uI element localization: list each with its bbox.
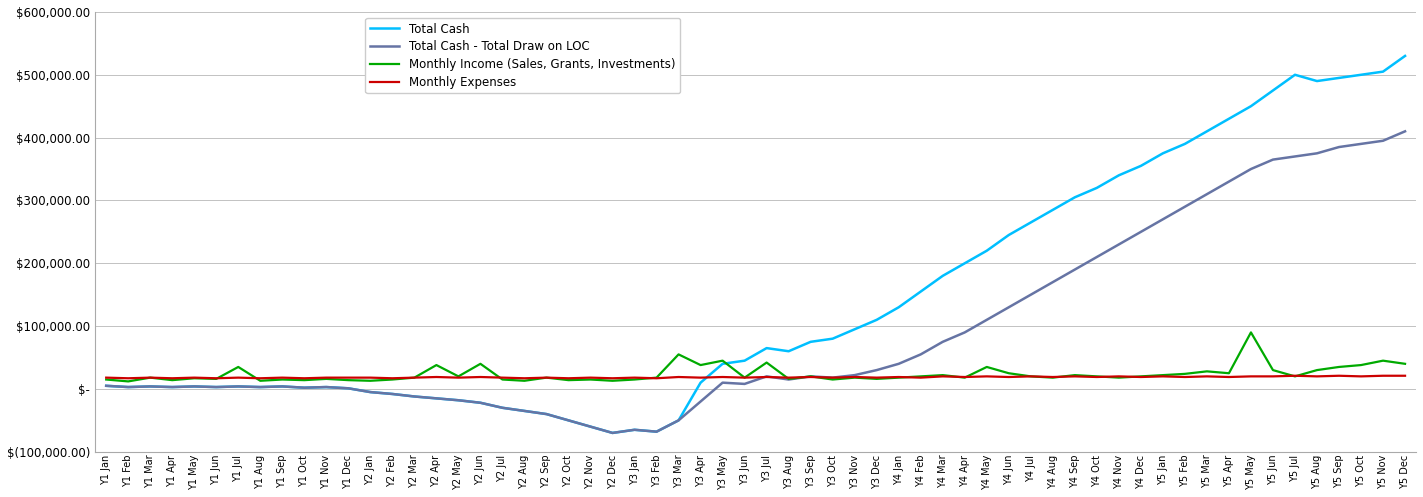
Monthly Expenses [450,375,467,381]
Legend: Total Cash, Total Cash - Total Draw on LOC, Monthly Income (Sales, Grants, Inves: Total Cash, Total Cash - Total Draw on L… [366,18,680,93]
Monthly Expenses [538,375,555,381]
Total Cash - Total Draw on LOC [317,384,334,390]
Total Cash - Total Draw on LOC [98,383,115,389]
Monthly Expenses [1286,373,1303,379]
Total Cash [317,384,334,390]
Monthly Expenses [935,373,952,379]
Total Cash [517,408,534,414]
Total Cash - Total Draw on LOC [472,400,490,406]
Monthly Income (Sales, Grants, Investments) [1396,361,1413,367]
Total Cash - Total Draw on LOC [935,339,952,345]
Monthly Income (Sales, Grants, Investments) [340,377,357,383]
Total Cash [428,396,445,402]
Line: Total Cash: Total Cash [107,56,1405,433]
Monthly Income (Sales, Grants, Investments) [98,377,115,383]
Line: Total Cash - Total Draw on LOC: Total Cash - Total Draw on LOC [107,131,1405,433]
Monthly Expenses [561,375,578,381]
Total Cash - Total Draw on LOC [603,430,620,436]
Monthly Income (Sales, Grants, Investments) [935,372,952,378]
Total Cash [538,411,555,417]
Monthly Income (Sales, Grants, Investments) [1242,330,1259,335]
Total Cash [1396,53,1413,59]
Total Cash - Total Draw on LOC [538,411,555,417]
Total Cash [472,400,490,406]
Monthly Expenses [120,375,137,381]
Monthly Expenses [98,375,115,381]
Monthly Income (Sales, Grants, Investments) [561,377,578,383]
Total Cash - Total Draw on LOC [428,396,445,402]
Total Cash - Total Draw on LOC [1396,128,1413,134]
Line: Monthly Expenses: Monthly Expenses [107,376,1405,378]
Monthly Income (Sales, Grants, Investments) [450,373,467,379]
Total Cash [98,383,115,389]
Monthly Expenses [340,375,357,381]
Monthly Income (Sales, Grants, Investments) [538,375,555,381]
Monthly Expenses [494,375,511,381]
Total Cash [603,430,620,436]
Total Cash [935,273,952,279]
Monthly Expenses [1396,373,1413,379]
Total Cash - Total Draw on LOC [517,408,534,414]
Monthly Income (Sales, Grants, Investments) [120,378,137,384]
Line: Monthly Income (Sales, Grants, Investments): Monthly Income (Sales, Grants, Investmen… [107,332,1405,381]
Monthly Income (Sales, Grants, Investments) [494,377,511,383]
